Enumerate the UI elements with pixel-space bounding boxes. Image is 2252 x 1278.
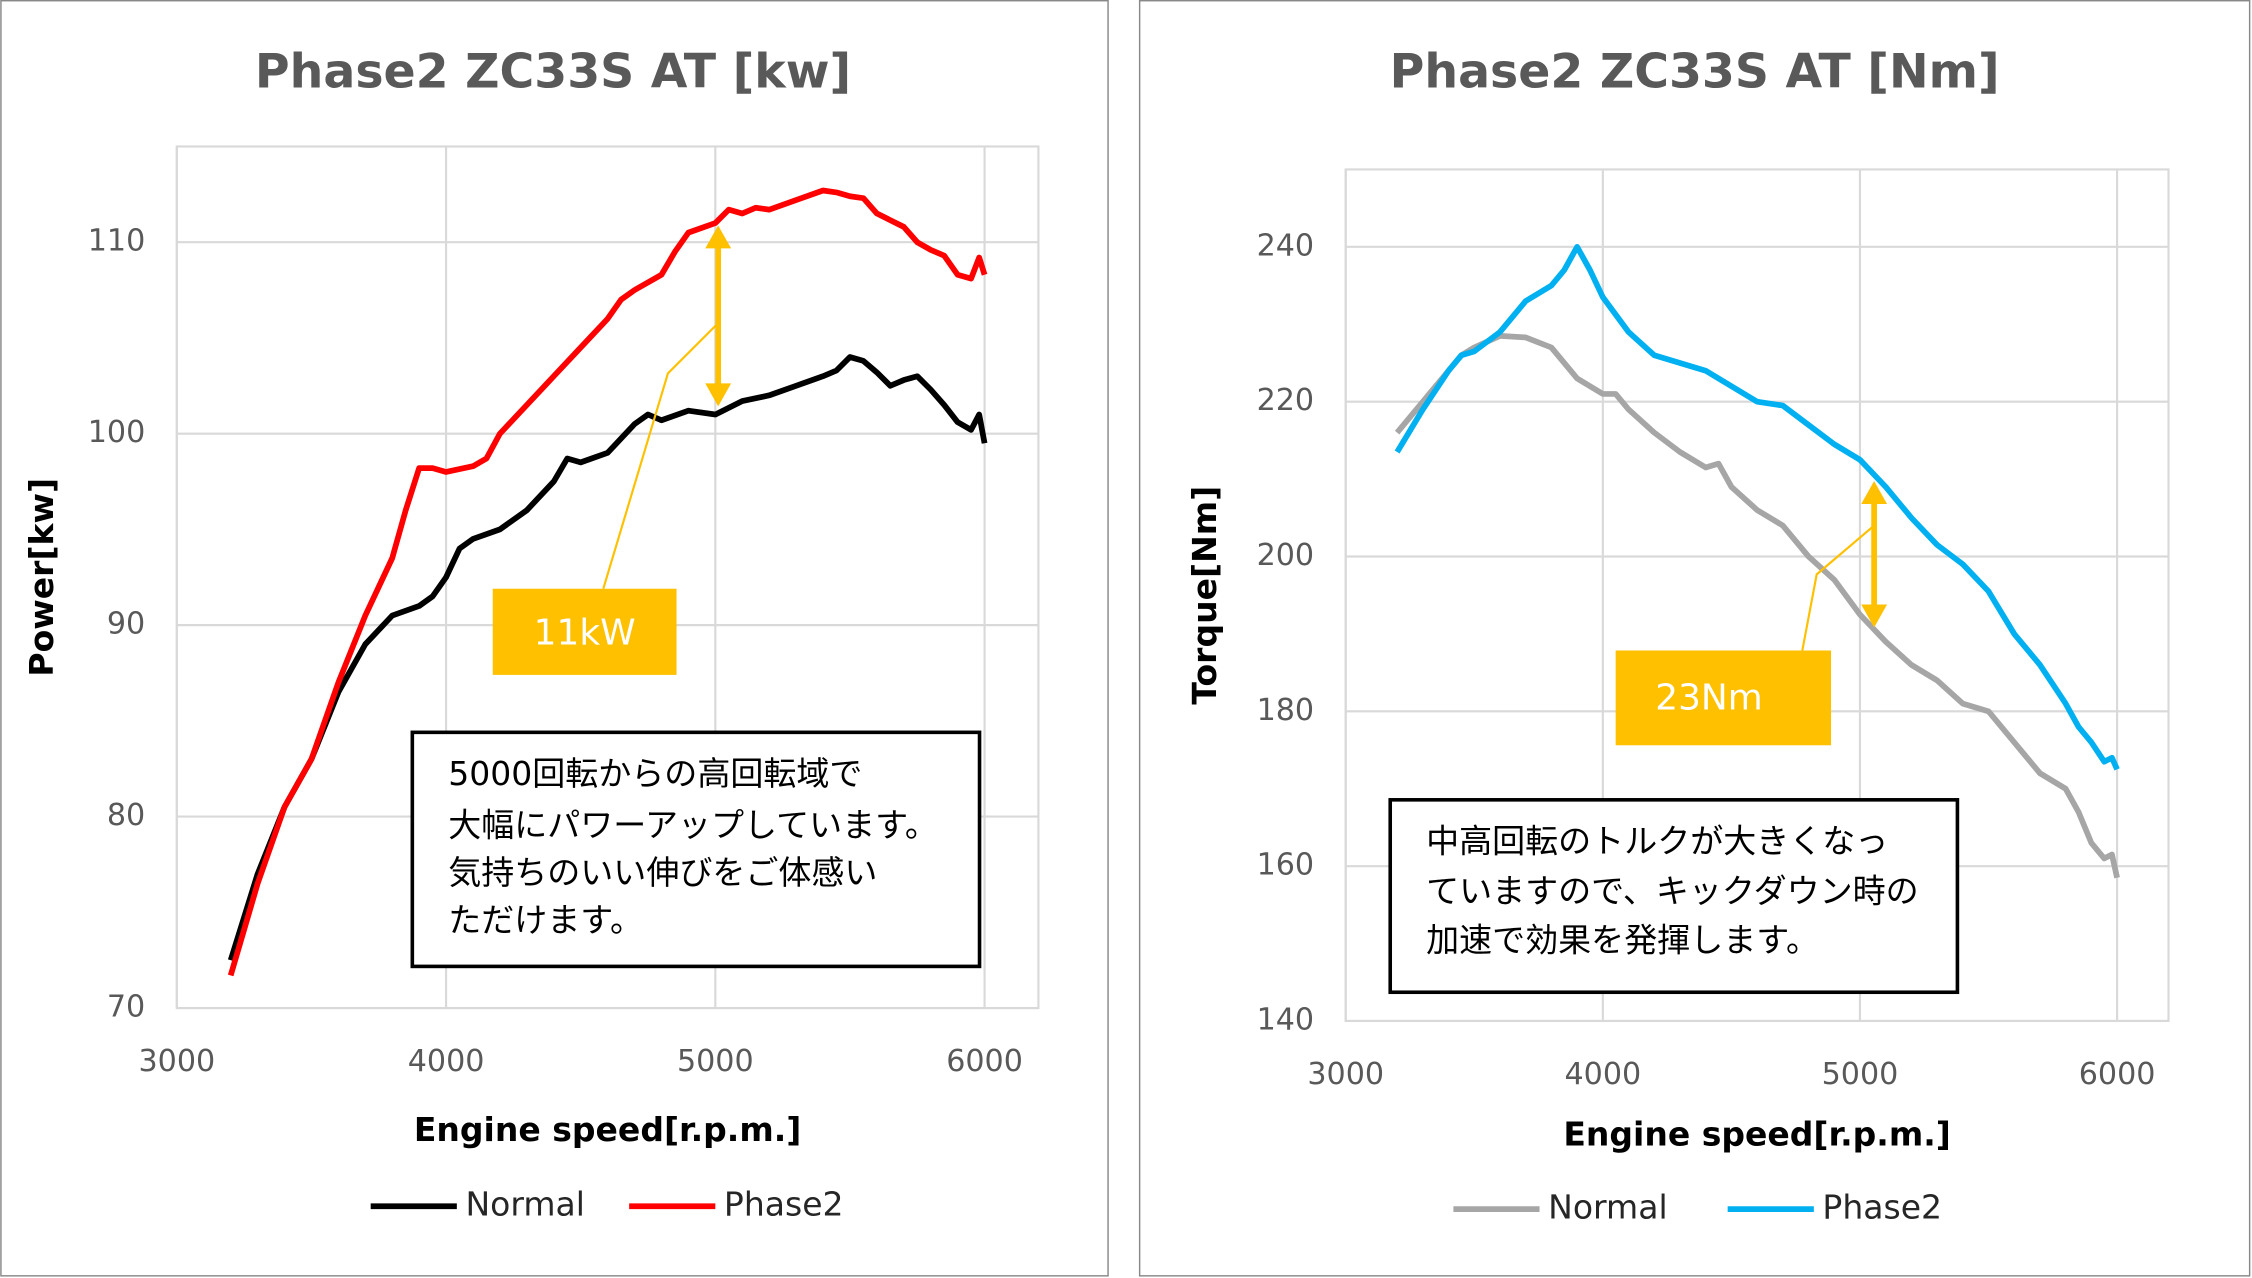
note-line: 中高回転のトルクが大きくなっ bbox=[1426, 821, 1888, 860]
y-tick-label: 140 bbox=[1257, 1002, 1315, 1037]
arrow-head bbox=[1861, 481, 1888, 505]
x-tick-label: 5000 bbox=[677, 1044, 754, 1079]
x-tick-label: 6000 bbox=[946, 1044, 1023, 1079]
x-tick-label: 3000 bbox=[138, 1044, 215, 1079]
y-tick-label: 220 bbox=[1257, 383, 1315, 418]
x-tick-label: 6000 bbox=[2079, 1057, 2156, 1092]
y-tick-label: 100 bbox=[88, 415, 146, 450]
plot-area bbox=[175, 145, 1040, 1010]
chart-title: Phase2 ZC33S AT [Nm] bbox=[1390, 45, 2000, 100]
note-line: 気持ちのいい伸びをご体感い bbox=[448, 853, 877, 892]
series-line bbox=[1394, 243, 2120, 771]
y-tick-label: 160 bbox=[1257, 848, 1315, 883]
annotation-label: 23Nm bbox=[1655, 677, 1762, 718]
legend-label: Normal bbox=[465, 1185, 584, 1224]
x-tick-label: 3000 bbox=[1307, 1057, 1384, 1092]
annotation-box bbox=[1615, 650, 1832, 746]
y-axis-label: Power[kw] bbox=[22, 478, 61, 677]
legend-label: Normal bbox=[1548, 1188, 1667, 1227]
arrow-head bbox=[1861, 604, 1888, 628]
chart-panel bbox=[1138, 0, 2251, 1277]
chart-title: Phase2 ZC33S AT [kw] bbox=[255, 45, 851, 100]
y-tick-label: 240 bbox=[1257, 228, 1315, 263]
x-tick-label: 4000 bbox=[408, 1044, 485, 1079]
leader-line bbox=[1801, 524, 1875, 651]
y-tick-label: 90 bbox=[107, 607, 145, 642]
y-axis-label: Torque[Nm] bbox=[1185, 486, 1224, 705]
note-line: 5000回転からの高回転域で bbox=[448, 754, 862, 793]
x-axis-label: Engine speed[r.p.m.] bbox=[1563, 1114, 1951, 1153]
y-tick-label: 110 bbox=[88, 224, 146, 259]
y-tick-label: 180 bbox=[1257, 693, 1315, 728]
series-line bbox=[1394, 333, 2120, 879]
annotation-label: 11kW bbox=[534, 613, 636, 654]
arrow-head bbox=[705, 225, 732, 249]
x-axis-label: Engine speed[r.p.m.] bbox=[414, 1110, 802, 1149]
annotation-box bbox=[492, 588, 677, 675]
y-tick-label: 80 bbox=[107, 798, 145, 833]
note-line: ただけます。 bbox=[448, 900, 643, 939]
arrow-head bbox=[705, 383, 732, 407]
series-line bbox=[227, 187, 988, 977]
note-line: 大幅にパワーアップしています。 bbox=[448, 806, 938, 845]
note-line: ていますので、キックダウン時の bbox=[1426, 872, 1919, 911]
note-line: 加速で効果を発揮します。 bbox=[1426, 920, 1819, 959]
leader-line bbox=[602, 322, 719, 590]
legend-label: Phase2 bbox=[1822, 1188, 1942, 1227]
note-box bbox=[410, 730, 982, 969]
x-tick-label: 4000 bbox=[1564, 1057, 1641, 1092]
y-tick-label: 200 bbox=[1257, 538, 1315, 573]
note-box bbox=[1388, 798, 1960, 995]
y-tick-label: 70 bbox=[107, 990, 145, 1025]
plot-area bbox=[1344, 168, 2170, 1023]
x-tick-label: 5000 bbox=[1822, 1057, 1899, 1092]
legend-label: Phase2 bbox=[724, 1185, 844, 1224]
